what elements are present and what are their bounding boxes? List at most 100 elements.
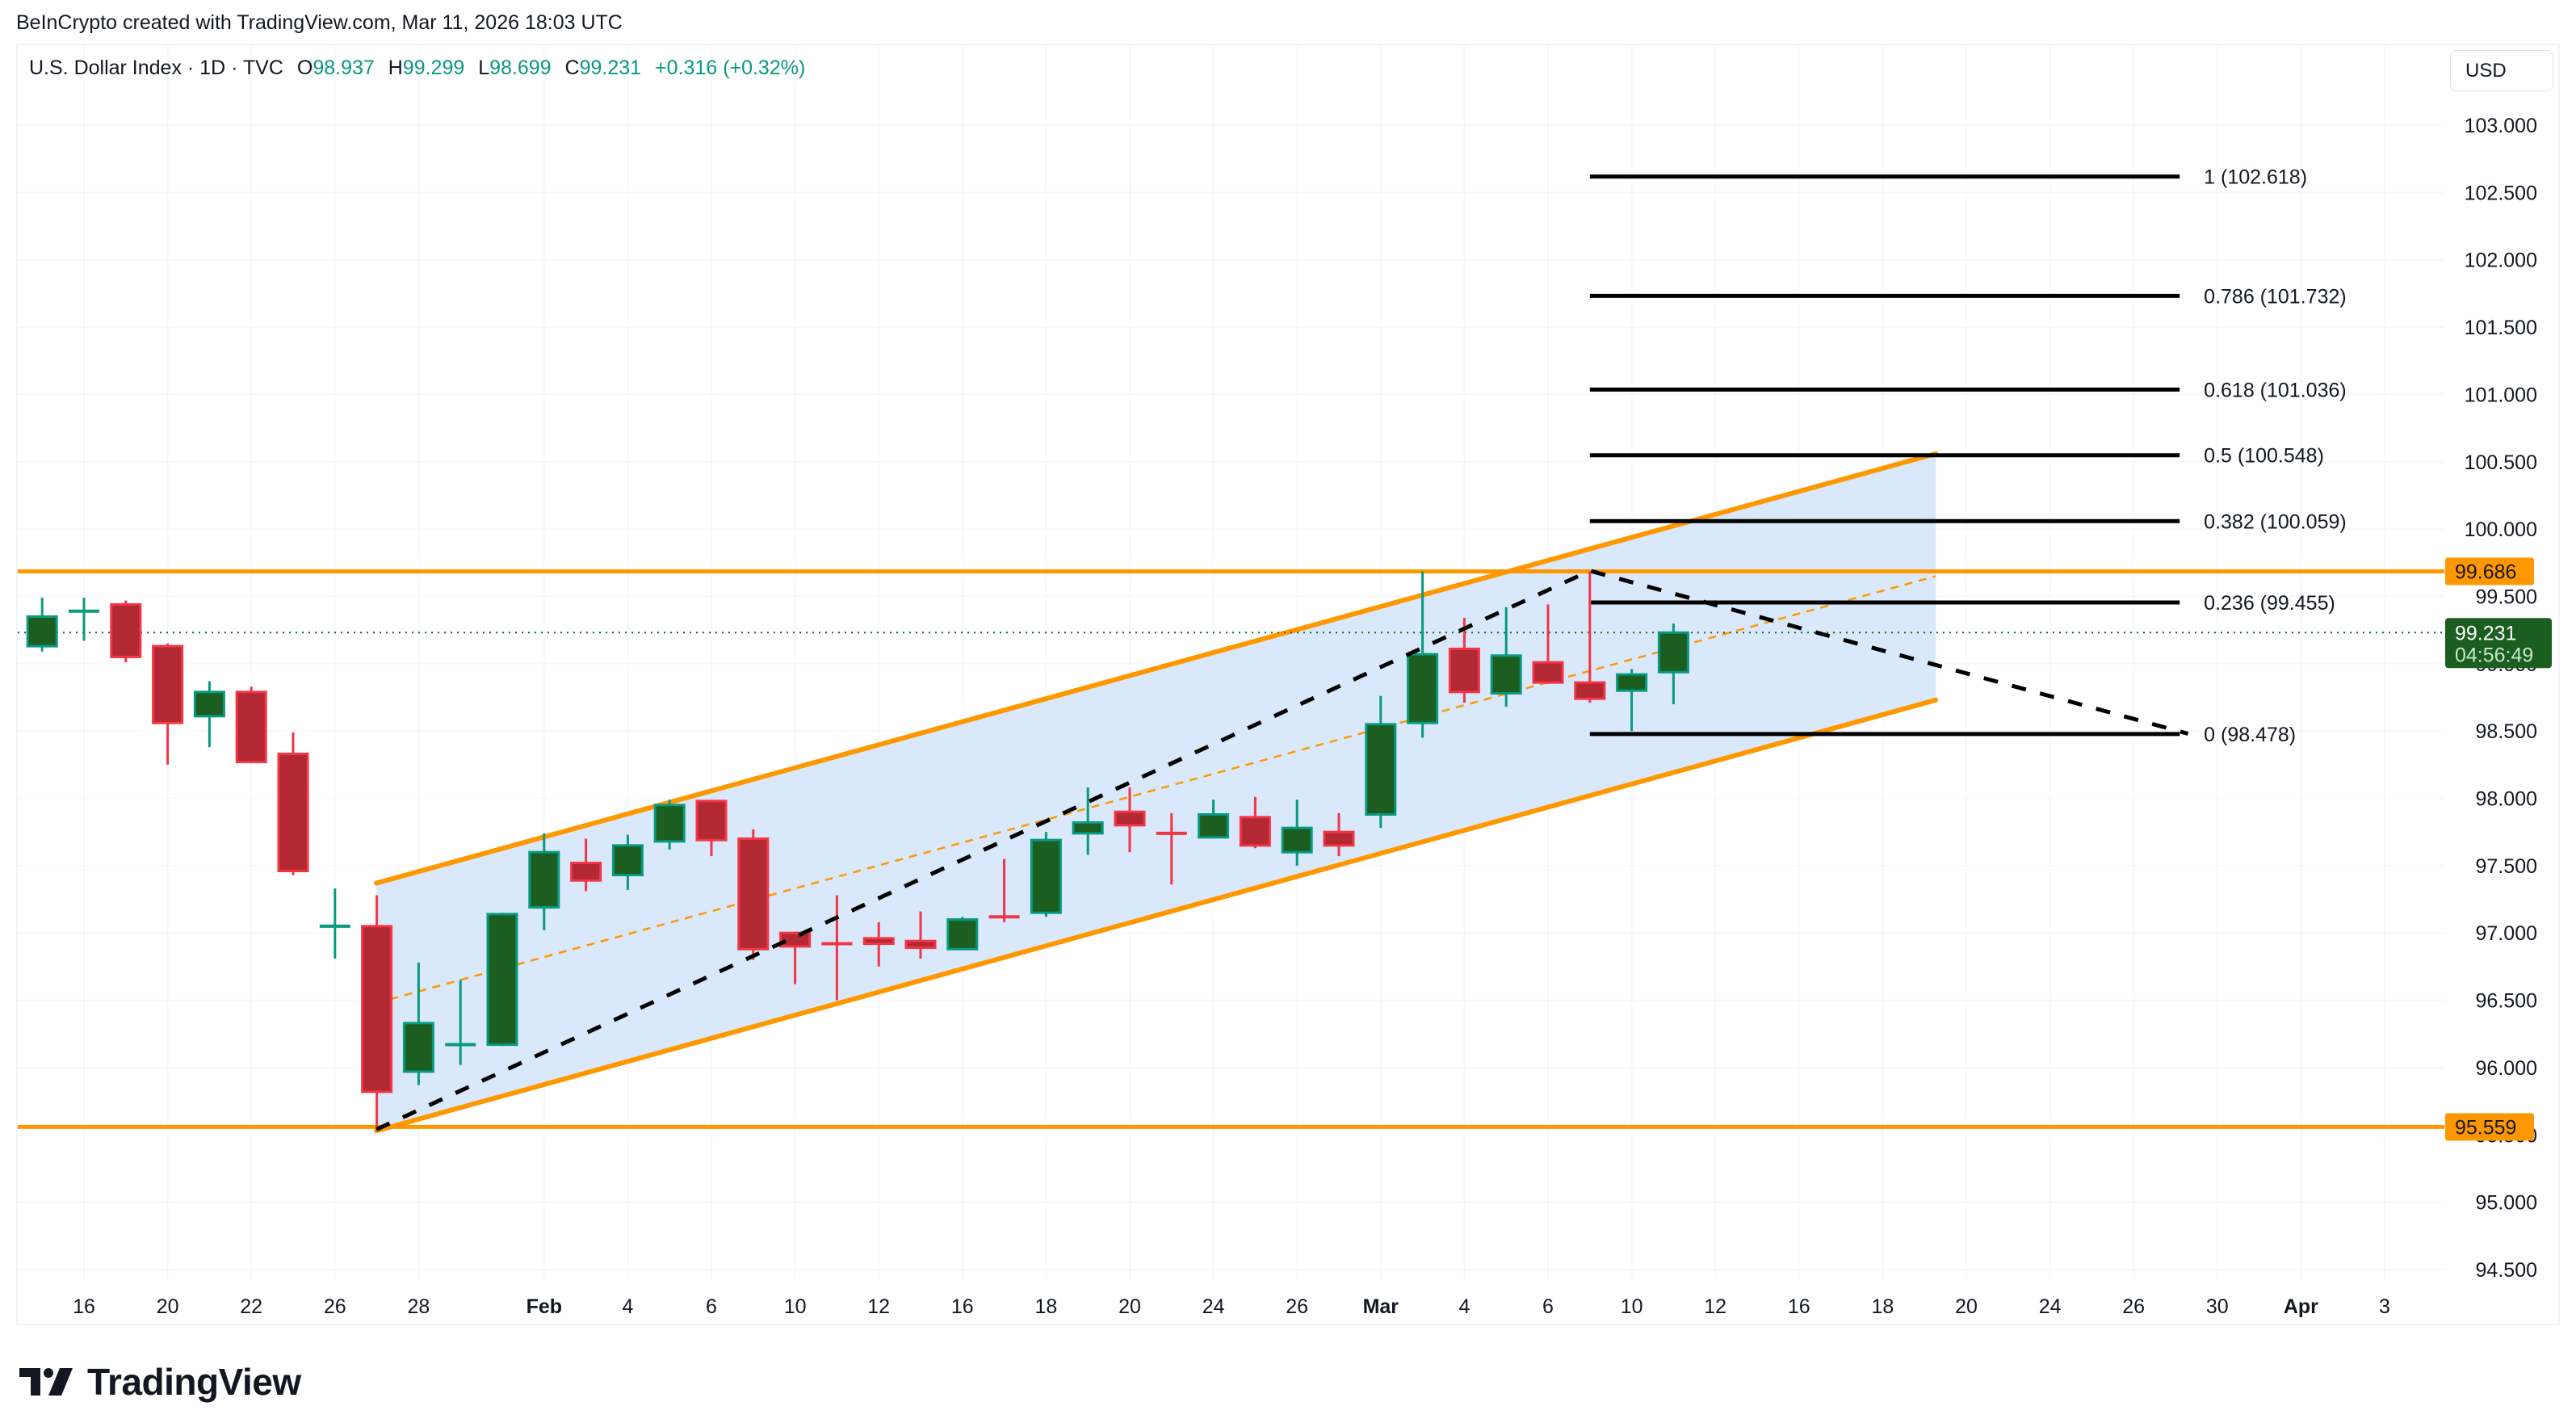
candle-body [570,862,602,882]
channel-lower-line[interactable] [374,697,1939,1134]
candlestick-series [26,571,1689,1127]
low-value: 98.699 [489,57,552,79]
price-axis-label: 97.000 [2476,922,2537,945]
price-axis-label: 101.500 [2465,317,2537,339]
time-axis-label: 3 [2379,1295,2390,1318]
trend-dashed-line[interactable] [375,569,2189,1131]
level-price-tag-text: 95.559 [2455,1116,2516,1139]
candle [1156,812,1187,885]
candle [737,829,770,960]
price-axis-label: 99.500 [2476,586,2537,608]
level-price-tag-text: 99.686 [2455,560,2516,583]
symbol-title[interactable]: U.S. Dollar Index · 1D · TVC [29,57,283,79]
time-axis-label: 4 [1458,1295,1470,1318]
horizontal-levels[interactable] [18,569,2444,1129]
candle [653,800,686,850]
candle [946,917,979,951]
price-axis-label: 95.000 [2476,1192,2537,1215]
price-axis-label: 97.500 [2476,855,2537,878]
candle [570,838,602,892]
close-label: C [564,57,580,79]
price-axis[interactable]: 103.000 102.500 102.000 101.500 101.000 100.5… [2465,115,2537,1282]
channel-midline[interactable] [375,575,1936,1005]
low-label: L [478,57,490,79]
price-axis-label: 94.500 [2476,1259,2537,1282]
candle-body [737,837,770,951]
candle-body [1281,826,1313,854]
time-axis-label: 16 [951,1295,974,1318]
time-axis-label: 22 [240,1295,262,1318]
ascending-channel[interactable] [374,451,1939,1134]
time-axis-label: 6 [706,1295,717,1318]
candle [1114,787,1146,853]
candle [486,913,518,1047]
candle-body [653,804,686,843]
candle [904,911,937,959]
tradingview-logo[interactable]: TradingView [19,1360,301,1404]
time-axis-label: 24 [2039,1295,2062,1318]
candle [361,895,393,1127]
time-axis-label: 6 [1542,1295,1554,1318]
candle [152,643,184,765]
candle-body [528,850,560,909]
candle-body [862,937,895,946]
candle [1490,607,1522,707]
fib-level-label: 0.236 (99.455) [2204,592,2335,615]
change-value: +0.316 (+0.32%) [655,57,806,79]
candle [1239,796,1271,849]
current-price-value: 99.231 [2455,622,2516,644]
current-price-tag [2445,618,2552,669]
currency-button[interactable]: USD [2450,50,2553,91]
close-value: 99.231 [579,57,642,79]
level-price-tag [2445,557,2534,586]
time-axis-label: 10 [1621,1295,1643,1318]
candle [1448,618,1480,703]
price-axis-label: 100.500 [2465,451,2537,474]
time-axis-label: 26 [324,1295,346,1318]
time-axis-label: Apr [2284,1295,2318,1318]
high-value: 99.299 [402,57,465,79]
time-axis[interactable]: 16 20 22 26 28 Feb 4 6 10 12 16 18 20 24 26 Mar 4 6 10 12 16… [73,1295,2390,1318]
candle-body [1574,681,1606,700]
time-axis-label: 16 [73,1295,95,1318]
candle-body [1365,723,1397,816]
time-axis-label: 20 [1955,1295,1978,1318]
fib-level-label: 0.618 (101.036) [2204,379,2347,401]
fib-level-label: 0.5 (100.548) [2204,445,2324,468]
candle [235,686,267,764]
fib-level-label: 0.382 (100.059) [2204,510,2347,533]
candle [1072,787,1104,855]
candle-body [1657,631,1689,674]
candle [319,888,350,959]
candle [193,681,225,748]
candle-body [1407,653,1439,724]
candle [1657,623,1689,704]
candle-body [361,925,393,1093]
fib-level-label: 0 (98.478) [2204,724,2296,746]
candle-body [1198,813,1230,839]
tradingview-logo-icon [19,1368,73,1396]
candle-body [193,691,225,718]
time-axis-label: 18 [1871,1295,1894,1318]
fibonacci-extension[interactable]: 1 (102.618) 0.786 (101.732) 0.618 (101.036… [1589,166,2347,746]
candle [1281,800,1313,866]
time-axis-label: Feb [527,1295,562,1318]
time-axis-label: 24 [1202,1295,1225,1318]
candle-body [1030,838,1062,914]
candle [695,800,728,857]
candle [1198,800,1230,839]
time-axis-label: 26 [2122,1295,2145,1318]
channel-upper-line[interactable] [374,451,1939,886]
candle-body [1114,810,1146,827]
candle-body [1616,673,1648,692]
candle-body [946,918,979,951]
price-axis-label: 96.500 [2476,990,2537,1013]
trend-dashed-path[interactable] [375,569,2189,1131]
price-axis-label: 101.000 [2465,384,2537,406]
candle-body [1448,647,1480,694]
time-axis-label: 12 [867,1295,890,1318]
time-axis-label: 10 [784,1295,807,1318]
candle [26,598,58,652]
candle [1323,812,1355,857]
